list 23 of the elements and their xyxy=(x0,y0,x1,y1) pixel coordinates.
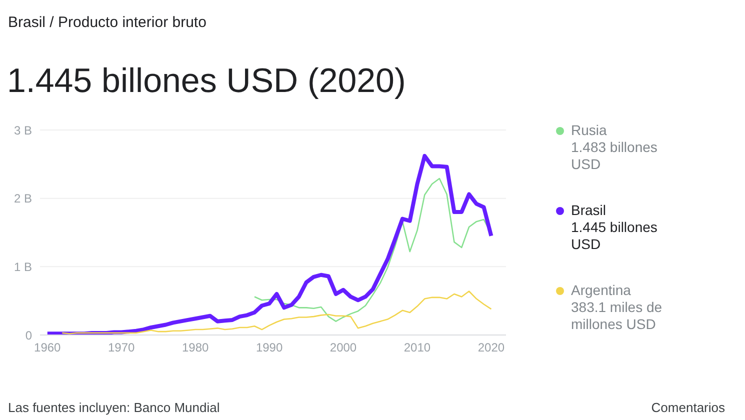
text: 383.1 miles de millones USD xyxy=(571,299,664,333)
chart-title: 1.445 billones USD (2020) xyxy=(7,62,406,101)
chart-subtitle: Brasil / Producto interior bruto xyxy=(8,14,206,31)
text: 1.445 billones USD xyxy=(571,219,658,253)
y-tick-label: 3 B xyxy=(14,123,32,138)
x-tick-label: 2000 xyxy=(330,340,357,355)
line-series xyxy=(62,290,492,334)
text: 1.483 billones USD xyxy=(571,139,658,173)
x-tick-label: 1960 xyxy=(34,340,62,355)
x-tick-label: 1970 xyxy=(108,340,136,355)
legend-label: Argentina xyxy=(571,282,632,299)
x-tick-label: 1990 xyxy=(256,340,283,355)
y-tick-label: 2 B xyxy=(14,192,32,206)
line-series xyxy=(45,154,494,335)
y-tick-label: 1 B xyxy=(14,260,32,274)
x-tick-label: 2010 xyxy=(404,340,431,355)
legend-label: Rusia xyxy=(571,122,608,139)
text: Comentarios xyxy=(651,400,725,415)
text: Las fuentes incluyen: Banco Mundial xyxy=(8,400,220,415)
x-tick-label: 1980 xyxy=(182,340,210,355)
legend-label: Brasil xyxy=(571,202,608,219)
x-tick-label: 2020 xyxy=(478,340,505,355)
y-tick-label: 0 xyxy=(25,328,32,342)
